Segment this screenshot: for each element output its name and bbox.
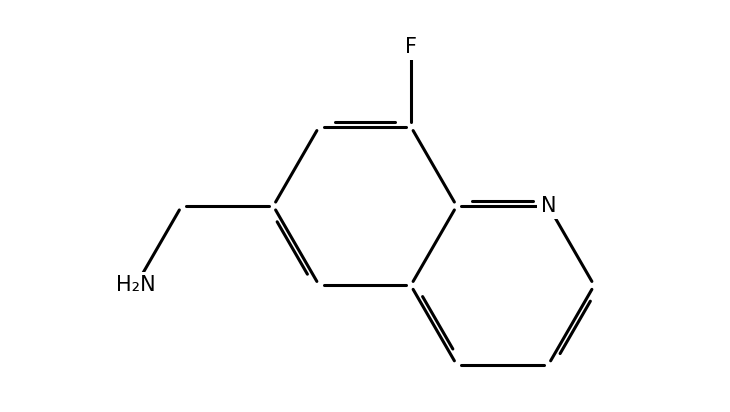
Text: F: F: [405, 37, 417, 57]
Text: N: N: [541, 196, 556, 216]
Text: H₂N: H₂N: [116, 275, 155, 295]
